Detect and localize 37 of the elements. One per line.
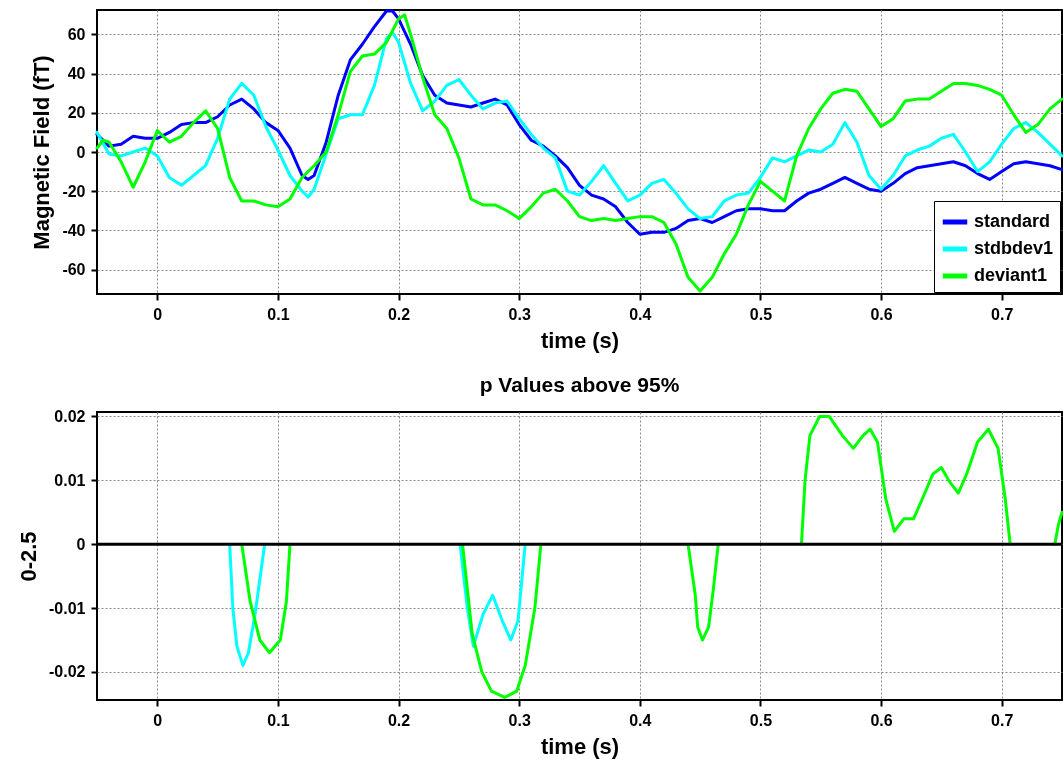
legend-label: standard [974, 211, 1051, 231]
y-tick-label: 40 [67, 65, 86, 83]
x-tick-label: 0.2 [387, 711, 411, 729]
x-tick-label: 0.3 [508, 711, 531, 729]
x-tick-label: 0.7 [991, 711, 1014, 729]
y-tick-label: -0.02 [49, 663, 86, 681]
y-tick-label: 0 [76, 535, 86, 553]
legend-label: stdbdev1 [974, 238, 1054, 258]
y-tick-label: -0.01 [49, 599, 86, 617]
y-tick-label: 0.02 [54, 407, 86, 425]
x-tick-label: 0.5 [749, 711, 773, 729]
x-tick-label: 0.4 [629, 305, 652, 323]
x-tick-label: 0.6 [870, 711, 893, 729]
x-tick-label: 0.6 [870, 305, 893, 323]
x-tick-label: 0 [153, 711, 163, 729]
y-axis-title: Magnetic Field (fT) [29, 55, 55, 250]
x-tick-label: 0.4 [629, 711, 652, 729]
x-axis-title: time (s) [540, 327, 620, 353]
y-tick-label: -60 [62, 261, 86, 279]
y-tick-label: 20 [67, 104, 86, 122]
y-tick-label: -40 [62, 221, 86, 239]
x-axis-title: time (s) [540, 733, 620, 759]
y-tick-label: 0.01 [54, 471, 86, 489]
y-tick-label: -20 [62, 182, 86, 200]
x-tick-label: 0.5 [749, 305, 773, 323]
x-tick-label: 0.3 [508, 305, 531, 323]
x-tick-label: 0.2 [387, 305, 411, 323]
line-series [95, 13, 1063, 293]
y-tick-label: 0 [76, 143, 86, 161]
y-tick-label: 60 [67, 25, 86, 43]
x-tick-label: 0.1 [267, 305, 290, 323]
legend-label: deviant1 [974, 265, 1048, 285]
x-tick-label: 0 [153, 305, 163, 323]
y-axis-title: 0-2.5 [16, 531, 42, 582]
x-tick-label: 0.7 [991, 305, 1014, 323]
x-tick-label: 0.1 [267, 711, 290, 729]
chart-title: p Values above 95% [479, 373, 680, 397]
